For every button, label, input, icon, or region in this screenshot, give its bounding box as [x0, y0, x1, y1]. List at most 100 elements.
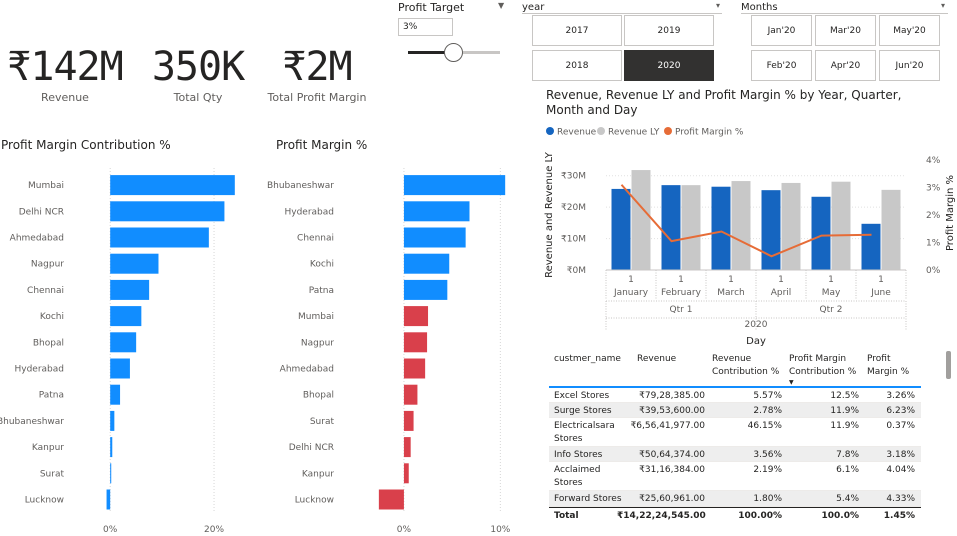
table-row[interactable]: Electricalsara Stores ₹6,56,41,977.00 46.1…: [549, 418, 921, 447]
year-option-2020[interactable]: 2020: [624, 50, 714, 81]
year-option-2018[interactable]: 2018: [532, 50, 622, 81]
cell-revenue-contribution: 5.57%: [753, 391, 782, 401]
year-option-2019[interactable]: 2019: [624, 15, 714, 46]
combo-y2-tick-label: 4%: [926, 156, 941, 166]
combo-y-tick-label: ₹10M: [561, 235, 586, 245]
profit-target-input[interactable]: 3%: [398, 18, 453, 36]
pmc-bar[interactable]: [110, 175, 235, 196]
month-option-apr[interactable]: Apr'20: [815, 50, 876, 81]
month-option-may[interactable]: May'20: [879, 15, 940, 46]
pmc-bar[interactable]: [110, 201, 225, 222]
header-profit-margin-contribution[interactable]: Profit Margin Contribution %: [789, 354, 857, 377]
pm-category-label: Surat: [310, 417, 335, 427]
pmc-category-label: Kanpur: [32, 443, 64, 453]
chevron-down-icon[interactable]: ▼: [498, 1, 505, 10]
pm-bar[interactable]: [403, 384, 418, 405]
pm-bar[interactable]: [403, 279, 448, 300]
revenue-bar[interactable]: [661, 185, 681, 270]
pmc-bar[interactable]: [110, 437, 113, 458]
table-row[interactable]: Info Stores ₹50,64,374.00 3.56% 7.8% 3.18%: [549, 447, 921, 462]
pm-bar[interactable]: [403, 306, 429, 327]
header-profit-margin[interactable]: Profit Margin %: [867, 354, 910, 377]
pmc-bar[interactable]: [110, 253, 159, 274]
table-total-row: Total ₹14,22,24,545.00 100.00% 100.0% 1.…: [549, 507, 921, 535]
chevron-down-icon[interactable]: ▾: [716, 1, 721, 10]
legend-marker: [597, 127, 605, 135]
profit-target-slider-thumb[interactable]: [444, 43, 463, 62]
pmc-bar[interactable]: [110, 306, 142, 327]
table-scrollbar[interactable]: [946, 351, 951, 379]
pm-bar[interactable]: [403, 201, 470, 222]
table-row[interactable]: Forward Stores ₹25,60,961.00 1.80% 5.4% 4.33…: [549, 491, 921, 507]
combo-month-label: January: [613, 288, 649, 298]
revenue-ly-bar[interactable]: [631, 170, 651, 270]
chevron-down-icon[interactable]: ▾: [941, 1, 946, 10]
kpi-total-profit-margin-value: ₹2M: [282, 44, 352, 90]
legend-label[interactable]: Profit Margin %: [675, 128, 744, 138]
combo-month-label: June: [870, 288, 891, 298]
pm-bar[interactable]: [403, 227, 466, 248]
table-row[interactable]: Acclaimed Stores ₹31,16,384.00 2.19% 6.1% 4.…: [549, 462, 921, 491]
pmc-bar[interactable]: [110, 463, 112, 484]
pmc-bar[interactable]: [106, 489, 111, 510]
revenue-ly-bar[interactable]: [681, 185, 701, 270]
kpi-revenue: ₹142M Revenue: [0, 44, 130, 104]
kpi-total-qty-label: Total Qty: [173, 91, 223, 104]
revenue-ly-bar[interactable]: [731, 181, 751, 270]
pm-bar[interactable]: [403, 253, 450, 274]
header-customer-name[interactable]: custmer_name: [554, 354, 621, 364]
revenue-ly-bar[interactable]: [881, 189, 901, 270]
combo-quarter-label: Qtr 2: [820, 305, 843, 315]
pm-category-label: Nagpur: [301, 338, 334, 348]
pmc-bar[interactable]: [110, 279, 150, 300]
revenue-bar[interactable]: [861, 223, 881, 270]
pmc-tick-label: 0%: [103, 525, 118, 535]
pmc-bar[interactable]: [110, 384, 121, 405]
revenue-bar[interactable]: [711, 186, 731, 270]
legend-label[interactable]: Revenue: [557, 128, 597, 138]
combo-month-label: March: [717, 288, 744, 298]
month-option-mar[interactable]: Mar'20: [815, 15, 876, 46]
month-option-jan[interactable]: Jan'20: [751, 15, 812, 46]
combo-y-tick-label: ₹0M: [567, 266, 586, 276]
legend-label[interactable]: Revenue LY: [608, 128, 660, 138]
cell-revenue-contribution: 2.78%: [753, 406, 782, 416]
header-revenue-contribution[interactable]: Revenue Contribution %: [712, 354, 780, 377]
year-option-2017[interactable]: 2017: [532, 15, 622, 46]
table-row[interactable]: Surge Stores ₹39,53,600.00 2.78% 11.9% 6.23%: [549, 403, 921, 418]
pmc-category-label: Nagpur: [31, 260, 64, 270]
pm-bar[interactable]: [403, 437, 411, 458]
pm-bar[interactable]: [403, 463, 409, 484]
month-option-feb[interactable]: Feb'20: [751, 50, 812, 81]
revenue-bar[interactable]: [761, 190, 781, 270]
revenue-bar[interactable]: [811, 196, 831, 270]
legend-marker: [546, 127, 554, 135]
profit-margin-contribution-chart-title: Profit Margin Contribution %: [1, 138, 171, 152]
pmc-bar[interactable]: [110, 358, 130, 379]
profit-margin-line[interactable]: [620, 184, 872, 258]
pm-category-label: Delhi NCR: [289, 443, 334, 453]
kpi-total-profit-margin: ₹2M Total Profit Margin: [262, 44, 372, 104]
cell-profit-margin-contribution: 6.1%: [836, 465, 859, 475]
header-revenue[interactable]: Revenue: [637, 354, 677, 364]
pm-bar[interactable]: [403, 410, 414, 431]
cell-customer-name: Surge Stores: [554, 406, 612, 416]
revenue-bar[interactable]: [611, 188, 631, 270]
pm-bar[interactable]: [403, 358, 426, 379]
pm-category-label: Lucknow: [295, 496, 334, 506]
revenue-ly-bar[interactable]: [781, 182, 801, 270]
pm-bar[interactable]: [403, 175, 506, 196]
cell-revenue-contribution: 2.19%: [753, 465, 782, 475]
table-row[interactable]: Excel Stores ₹79,28,385.00 5.57% 12.5% 3.26%: [549, 388, 921, 403]
cell-revenue-contribution: 3.56%: [753, 450, 782, 460]
pm-bar[interactable]: [403, 332, 428, 353]
revenue-ly-bar[interactable]: [831, 181, 851, 270]
pmc-bar[interactable]: [110, 410, 115, 431]
month-option-jun[interactable]: Jun'20: [879, 50, 940, 81]
pm-bar[interactable]: [378, 489, 404, 510]
pmc-bar[interactable]: [110, 227, 209, 248]
pmc-bar[interactable]: [110, 332, 137, 353]
pm-category-label: Patna: [309, 286, 334, 296]
combo-y2-tick-label: 2%: [926, 211, 941, 221]
pmc-category-label: Patna: [39, 391, 64, 401]
